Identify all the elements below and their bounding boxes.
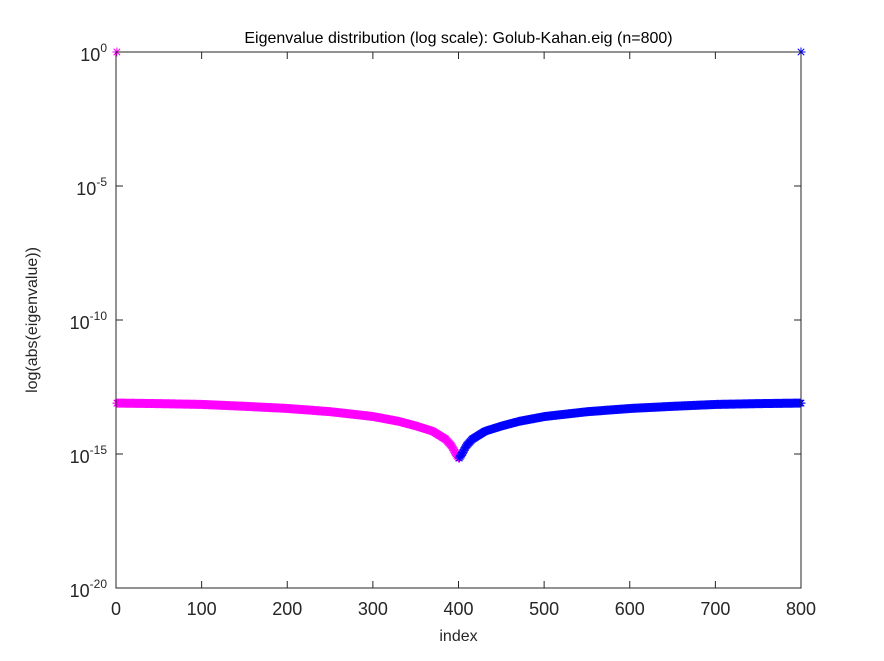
marker-stroke xyxy=(458,447,468,457)
marker-stroke xyxy=(459,444,469,454)
data-point xyxy=(450,447,460,457)
marker-stroke xyxy=(449,446,459,456)
plot-frame xyxy=(115,51,802,589)
marker-stroke xyxy=(459,446,469,456)
x-tick-label: 600 xyxy=(615,599,645,619)
y-tick-label: 100 xyxy=(80,41,107,65)
data-point xyxy=(459,444,469,454)
data-point xyxy=(448,443,458,453)
data-point xyxy=(460,443,470,453)
marker-stroke xyxy=(448,443,458,453)
x-tick-labels: 0 100 200 300 400 500 600 700 800 xyxy=(111,599,816,619)
axis-ticks xyxy=(115,51,802,589)
x-tick-label: 500 xyxy=(529,599,559,619)
marker-stroke xyxy=(450,447,460,457)
x-tick-label: 0 xyxy=(111,599,121,619)
data-point xyxy=(458,447,468,457)
y-tick-label: 10-20 xyxy=(70,577,108,601)
data-point xyxy=(457,449,467,459)
marker-stroke xyxy=(448,444,458,454)
y-tick-label: 10-10 xyxy=(70,309,108,333)
x-axis-label: index xyxy=(439,628,477,645)
data-point xyxy=(459,446,469,456)
y-tick-labels: 100 10-5 10-10 10-15 10-20 xyxy=(70,41,108,601)
x-tick-label: 700 xyxy=(700,599,730,619)
x-tick-label: 300 xyxy=(358,599,388,619)
x-tick-label: 800 xyxy=(786,599,816,619)
y-tick-label: 10-5 xyxy=(76,175,107,199)
marker-stroke xyxy=(447,441,457,451)
data-point xyxy=(449,446,459,456)
y-axis-label: log(abs(eigenvalue)) xyxy=(24,247,41,393)
chart-title: Eigenvalue distribution (log scale): Gol… xyxy=(244,30,672,47)
y-tick-label: 10-15 xyxy=(70,443,108,467)
marker-stroke xyxy=(457,449,467,459)
data-point xyxy=(448,444,458,454)
scatter-marks xyxy=(112,47,806,463)
x-tick-label: 400 xyxy=(443,599,473,619)
data-point xyxy=(447,441,457,451)
x-tick-label: 200 xyxy=(272,599,302,619)
x-tick-label: 100 xyxy=(187,599,217,619)
marker-stroke xyxy=(460,443,470,453)
